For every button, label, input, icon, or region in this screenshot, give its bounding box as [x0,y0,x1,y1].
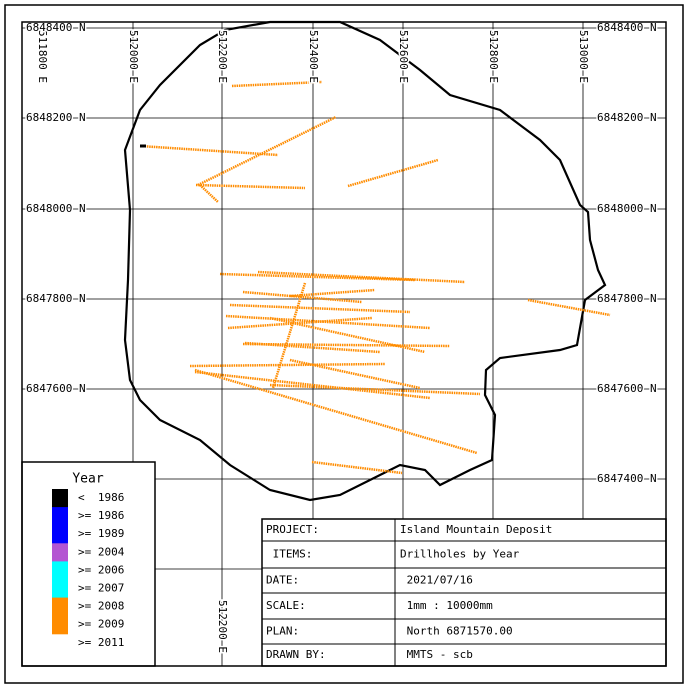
northing-label: 6848400 N [597,21,657,34]
outer-frame [4,4,684,684]
northing-label: 6848200 N [26,111,86,124]
legend-swatch [52,597,68,617]
drillhole [194,370,431,400]
grid-labels: 511800 E 512000 E 512200 E 512400 E 512600 E… [25,20,659,655]
field-label: DRAWN BY: [266,648,326,661]
drillhole [189,362,386,368]
legend-label: >= 2009 [78,618,124,631]
drillhole [194,368,478,455]
legend-swatch [52,489,68,508]
drillhole [197,115,337,187]
northing-label: 6847800 N [597,292,657,305]
legend-label: >= 1986 [78,509,124,522]
easting-label: 512000 E [127,30,140,83]
legend-swatch [52,507,68,526]
drillhole [257,270,466,284]
drillhole [311,460,403,475]
easting-label: 512600 E [397,30,410,83]
field-label: PROJECT: [266,523,319,536]
field-label: ITEMS: [266,548,312,561]
field-value: 2021/07/16 [400,574,473,587]
deposit-boundary [123,20,607,502]
drillhole [347,158,439,188]
drillhole [229,303,411,314]
field-label: PLAN: [266,625,299,638]
legend: Year < 1986 >= 1986 >= 1989 >= 2004 >= 2006 >… [21,461,156,667]
easting-label: 512200 E [216,30,229,83]
northing-label: 6847800 N [26,292,86,305]
drillhole [269,316,426,354]
legend-label: >= 2007 [78,582,124,595]
legend-label: >= 2011 [78,636,124,649]
drillhole [527,298,611,317]
easting-label: 511800 E [36,30,49,83]
legend-title: Year [72,472,103,487]
legend-swatch [52,579,68,599]
northing-label: 6847600 N [26,382,86,395]
drillholes [139,80,611,475]
map-frame [21,21,667,667]
easting-label: 512400 E [307,30,320,83]
drillhole [219,272,416,282]
legend-label: >= 2006 [78,563,124,576]
legend-swatch [52,543,68,562]
legend-label: >= 2008 [78,600,124,613]
legend-swatch [52,525,68,544]
drillhole [231,80,323,88]
drillhole [289,358,421,390]
northing-label: 6848000 N [597,202,657,215]
drillhole [199,184,219,203]
easting-label: 513000 E [577,30,590,83]
northing-label: 6847600 N [597,382,657,395]
drillhole [244,341,381,354]
field-value: Drillholes by Year [400,548,520,561]
title-block: PROJECT: Island Mountain Deposit ITEMS: Dr… [261,518,667,667]
field-label: SCALE: [266,599,306,612]
field-value: 1mm : 10000mm [400,599,493,612]
legend-swatch [52,561,68,580]
northing-label: 6847400 N [597,472,657,485]
drillhole [195,183,306,190]
legend-label: >= 1989 [78,527,124,540]
drillhole [139,144,279,157]
drillhole [269,383,481,396]
field-label: DATE: [266,574,299,587]
field-value: Island Mountain Deposit [400,523,552,536]
legend-label: < 1986 [78,491,124,504]
legend-label: >= 2004 [78,545,125,558]
northing-label: 6848000 N [26,202,86,215]
field-value: North 6871570.00 [400,625,513,638]
drillhole [227,316,373,330]
field-value: MMTS - scb [400,648,473,661]
drillhole [289,288,376,298]
easting-label: 512200 E [216,600,229,653]
easting-label: 512800 E [487,30,500,83]
northing-label: 6848200 N [597,111,657,124]
legend-swatch [52,615,68,635]
northing-label: 6848400 N [26,21,86,34]
drillhole [242,290,363,304]
